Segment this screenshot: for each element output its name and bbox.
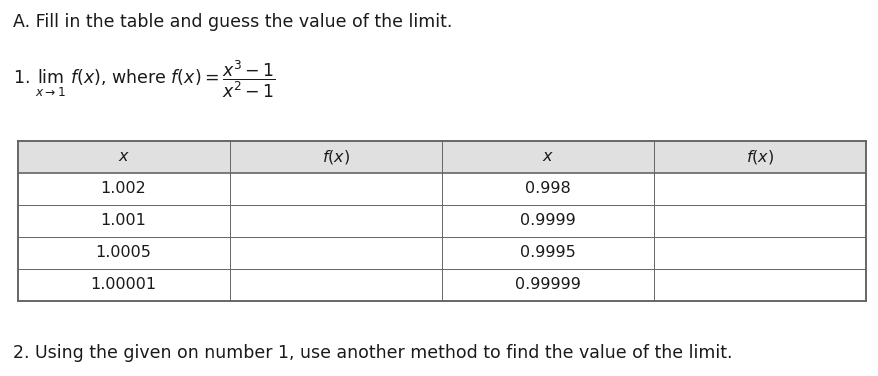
- Text: 2. Using the given on number 1, use another method to find the value of the limi: 2. Using the given on number 1, use anot…: [13, 344, 732, 362]
- Text: $x$: $x$: [541, 150, 553, 164]
- Text: A. Fill in the table and guess the value of the limit.: A. Fill in the table and guess the value…: [13, 13, 452, 31]
- Text: 1.002: 1.002: [101, 182, 147, 196]
- Text: 0.9999: 0.9999: [519, 214, 575, 228]
- Text: 1. $\underset{x \to 1}{\lim}\ f(x)$, where $f(x) = \dfrac{x^3 - 1}{x^2 - 1}$: 1. $\underset{x \to 1}{\lim}\ f(x)$, whe…: [13, 58, 276, 100]
- Text: $f(x)$: $f(x)$: [321, 148, 349, 166]
- Text: 0.99999: 0.99999: [515, 277, 580, 292]
- Text: 1.001: 1.001: [101, 214, 147, 228]
- Text: $f(x)$: $f(x)$: [745, 148, 773, 166]
- Text: 1.00001: 1.00001: [90, 277, 156, 292]
- Text: 0.998: 0.998: [524, 182, 570, 196]
- Bar: [18, 141, 865, 173]
- Text: 0.9995: 0.9995: [519, 246, 575, 260]
- Text: 1.0005: 1.0005: [96, 246, 151, 260]
- Text: $x$: $x$: [118, 150, 129, 164]
